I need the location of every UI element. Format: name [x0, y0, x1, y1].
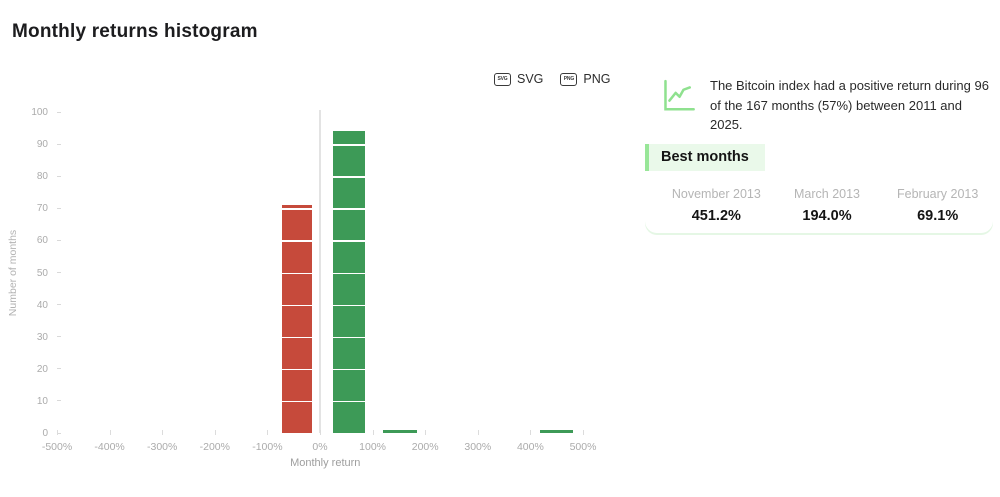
histogram-bar-segment — [333, 370, 365, 401]
best-month-label: March 2013 — [794, 187, 861, 201]
best-month-label: November 2013 — [671, 187, 761, 201]
y-tick-label: 40 — [36, 299, 48, 311]
x-tick-mark — [109, 430, 111, 435]
x-tick-label: 400% — [516, 441, 544, 453]
histogram-bar-segment — [282, 241, 313, 273]
svg-file-icon: SVG — [494, 72, 511, 86]
y-tick-label: 60 — [36, 235, 48, 247]
x-tick-label: 500% — [569, 441, 597, 453]
x-tick-mark — [425, 430, 427, 435]
export-toolbar: SVG SVG PNG PNG — [494, 72, 611, 86]
y-tick-label: 30 — [36, 331, 48, 343]
download-svg-label: SVG — [517, 72, 544, 86]
histogram-bar-segment — [333, 241, 365, 273]
best-month-value: 451.2% — [691, 208, 741, 224]
page-title: Monthly returns histogram — [12, 21, 258, 42]
y-tick-mark — [57, 336, 61, 338]
histogram-bar-segment — [282, 338, 313, 369]
x-tick-label: -100% — [252, 441, 283, 453]
x-tick-mark — [267, 430, 269, 435]
histogram-bar-segment — [282, 273, 313, 305]
x-tick-mark — [583, 430, 584, 435]
x-axis-title: Monthly return — [290, 457, 361, 469]
y-tick-mark — [57, 175, 61, 177]
histogram-bar-segment — [282, 306, 313, 337]
x-tick-mark — [162, 430, 164, 435]
histogram-bar-segment — [282, 370, 313, 401]
x-tick-label: 0% — [312, 441, 328, 453]
y-tick-mark — [57, 207, 61, 209]
histogram-bar-segment — [282, 205, 313, 209]
x-tick-label: -300% — [147, 441, 178, 453]
y-tick-label: 20 — [36, 363, 48, 375]
histogram-bar[interactable] — [333, 131, 365, 433]
best-month-item: March 2013 194.0% — [772, 187, 883, 224]
best-month-label: February 2013 — [897, 187, 979, 201]
y-tick-mark — [57, 400, 61, 402]
best-months-heading: Best months — [645, 144, 765, 171]
y-tick-label: 90 — [36, 139, 48, 151]
plot-area: Number of months Monthly return 0 10 20 30 4… — [7, 107, 597, 469]
png-file-icon: PNG — [560, 72, 578, 86]
histogram-bar-segment — [282, 402, 313, 433]
x-tick-mark — [320, 430, 321, 435]
y-tick-mark — [57, 368, 61, 370]
download-png-button[interactable]: PNG PNG — [560, 72, 611, 86]
zero-gridline — [319, 110, 321, 433]
histogram-bar-segment — [333, 209, 365, 241]
line-chart-icon — [659, 78, 697, 119]
x-tick-mark — [214, 430, 216, 435]
best-month-value: 69.1% — [917, 208, 959, 224]
y-tick-label: 10 — [36, 395, 48, 407]
histogram-bar-segment — [333, 177, 365, 209]
x-tick-mark — [530, 430, 532, 435]
histogram-bar-segment — [333, 273, 365, 305]
y-tick-mark — [57, 432, 61, 434]
download-svg-button[interactable]: SVG SVG — [494, 72, 543, 86]
y-tick-mark — [57, 304, 61, 306]
histogram-bar[interactable] — [383, 429, 417, 433]
y-tick-mark — [57, 143, 61, 145]
y-tick-label: 0 — [42, 428, 48, 439]
summary-panel: The Bitcoin index had a positive return … — [645, 58, 993, 233]
histogram-bar-segment — [539, 429, 573, 433]
y-tick-label: 80 — [36, 171, 48, 183]
y-tick-mark — [57, 239, 61, 241]
histogram-bar-segment — [333, 402, 365, 433]
best-month-value: 194.0% — [802, 208, 852, 224]
insight-box: The Bitcoin index had a positive return … — [645, 76, 993, 132]
y-tick-mark — [57, 272, 61, 273]
histogram-bar[interactable] — [282, 205, 313, 433]
histogram-bar-segment — [333, 338, 365, 369]
y-tick-label: 100 — [31, 107, 48, 118]
best-month-item: November 2013 451.2% — [661, 187, 772, 224]
x-tick-label: 200% — [411, 441, 439, 453]
x-tick-mark — [57, 430, 58, 435]
best-month-item: February 2013 69.1% — [882, 187, 993, 224]
insight-text: The Bitcoin index had a positive return … — [710, 78, 989, 132]
histogram-bar-segment — [282, 209, 313, 241]
best-months-list: November 2013 451.2% March 2013 194.0% F… — [645, 187, 993, 224]
x-tick-label: -400% — [94, 441, 125, 453]
histogram-bar-segment — [333, 306, 365, 337]
x-tick-label: -500% — [41, 441, 73, 453]
histogram-bar-segment — [333, 145, 365, 177]
x-tick-label: 100% — [359, 441, 387, 453]
histogram-bar[interactable] — [539, 429, 573, 433]
histogram-bar-segment — [383, 429, 417, 433]
y-tick-label: 50 — [36, 267, 48, 279]
x-tick-label: -200% — [199, 441, 230, 453]
y-tick-label: 70 — [36, 203, 48, 215]
y-tick-mark — [57, 111, 61, 113]
x-tick-mark — [477, 430, 479, 435]
histogram-bar-segment — [333, 131, 365, 145]
x-tick-label: 300% — [464, 441, 492, 453]
download-png-label: PNG — [583, 72, 611, 86]
x-tick-mark — [372, 430, 374, 435]
